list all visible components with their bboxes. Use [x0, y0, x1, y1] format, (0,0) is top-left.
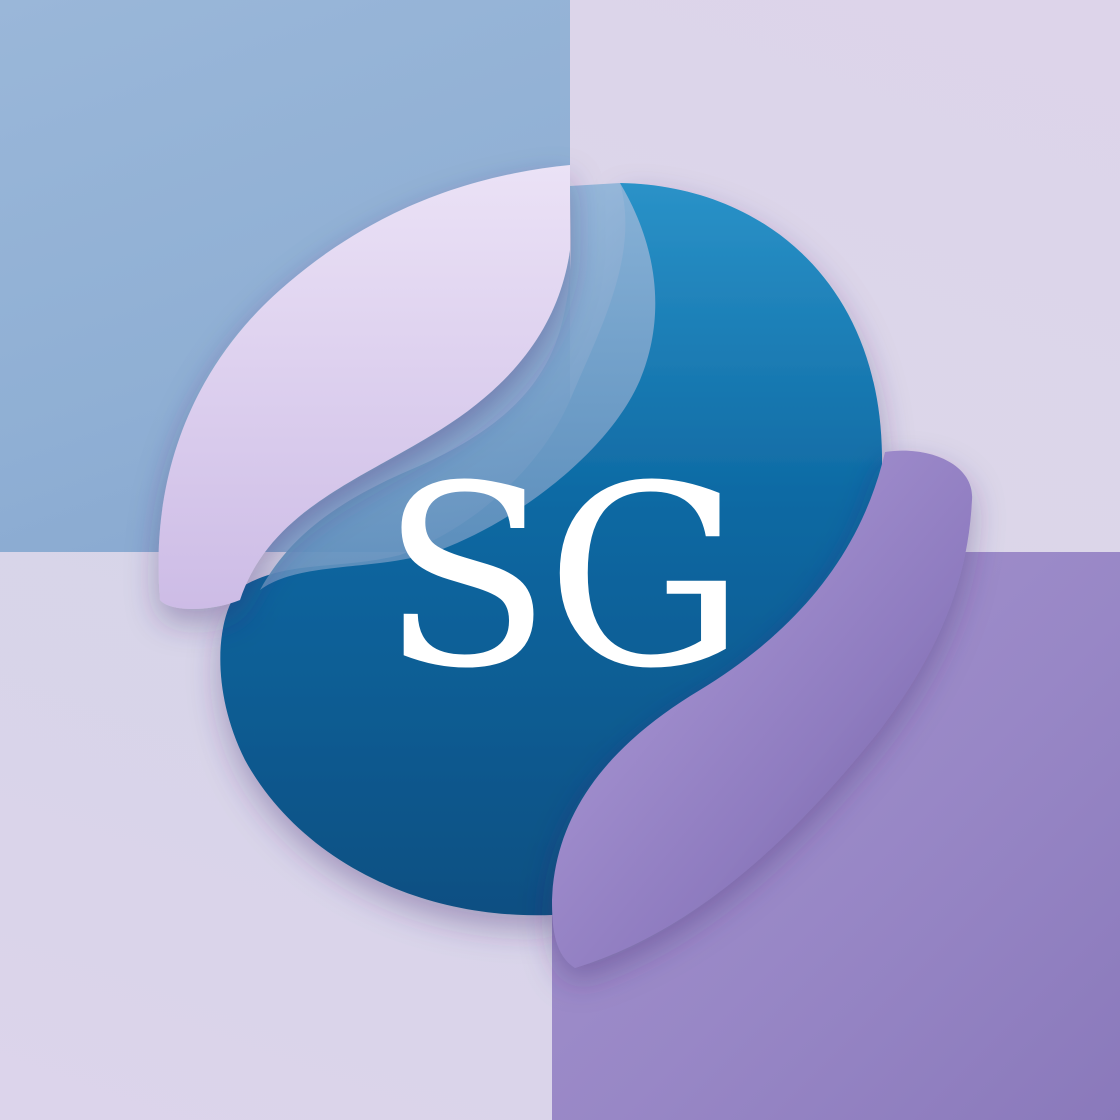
- monogram-text: SG: [360, 438, 760, 718]
